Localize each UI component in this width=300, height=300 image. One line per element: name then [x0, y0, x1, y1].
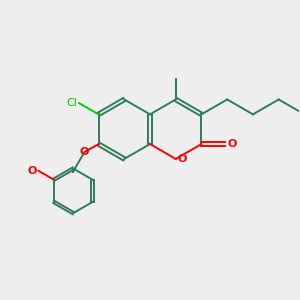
Text: Cl: Cl [67, 98, 78, 108]
Text: O: O [228, 139, 237, 149]
Text: O: O [80, 147, 89, 157]
Text: O: O [177, 154, 187, 164]
Text: O: O [28, 166, 37, 176]
